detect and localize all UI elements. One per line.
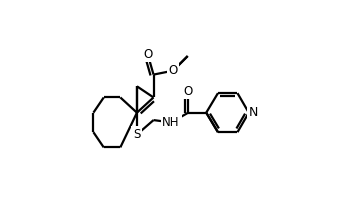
Text: O: O xyxy=(168,64,178,77)
Text: N: N xyxy=(249,106,258,119)
Text: O: O xyxy=(143,48,152,61)
Text: NH: NH xyxy=(162,116,180,129)
Text: O: O xyxy=(184,85,193,98)
Text: S: S xyxy=(133,128,141,141)
